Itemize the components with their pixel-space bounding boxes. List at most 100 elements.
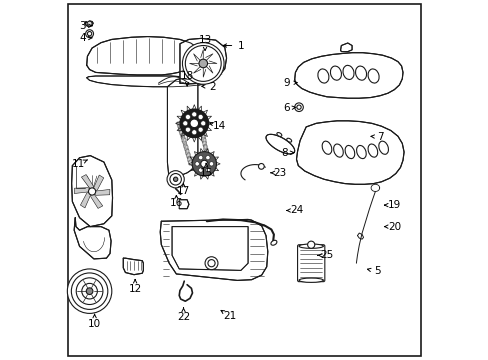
Circle shape bbox=[85, 30, 93, 38]
Ellipse shape bbox=[298, 278, 323, 282]
Bar bbox=[180, 131, 183, 135]
FancyBboxPatch shape bbox=[297, 245, 324, 282]
Polygon shape bbox=[90, 192, 102, 208]
Circle shape bbox=[205, 156, 210, 160]
Circle shape bbox=[199, 59, 207, 68]
Text: 22: 22 bbox=[177, 312, 190, 322]
Circle shape bbox=[173, 177, 178, 181]
Circle shape bbox=[180, 110, 207, 137]
Bar bbox=[201, 130, 203, 134]
Text: 7: 7 bbox=[377, 132, 383, 142]
Circle shape bbox=[180, 109, 208, 138]
Bar bbox=[185, 150, 188, 154]
Bar bbox=[203, 141, 205, 144]
Circle shape bbox=[294, 103, 303, 112]
Circle shape bbox=[209, 162, 213, 166]
Polygon shape bbox=[167, 79, 198, 180]
Polygon shape bbox=[86, 76, 203, 87]
Circle shape bbox=[67, 269, 112, 314]
Bar bbox=[203, 146, 206, 150]
Bar bbox=[187, 156, 190, 159]
Bar bbox=[186, 152, 189, 155]
Polygon shape bbox=[74, 218, 111, 259]
Text: 17: 17 bbox=[177, 186, 190, 196]
Circle shape bbox=[195, 162, 199, 166]
Polygon shape bbox=[294, 53, 402, 98]
Bar bbox=[205, 153, 208, 157]
Text: 20: 20 bbox=[387, 222, 400, 231]
Circle shape bbox=[185, 45, 221, 81]
Bar bbox=[206, 158, 209, 162]
Bar bbox=[200, 125, 203, 128]
Bar bbox=[204, 148, 207, 151]
Text: 8: 8 bbox=[281, 148, 287, 158]
Bar bbox=[178, 123, 181, 127]
Circle shape bbox=[71, 273, 107, 309]
Polygon shape bbox=[340, 43, 351, 51]
Bar bbox=[184, 146, 187, 150]
Circle shape bbox=[81, 283, 97, 299]
Circle shape bbox=[204, 257, 218, 270]
Bar bbox=[203, 145, 206, 148]
Ellipse shape bbox=[378, 141, 387, 154]
Text: 4: 4 bbox=[79, 33, 85, 43]
Text: 16: 16 bbox=[169, 198, 183, 208]
Bar bbox=[205, 156, 208, 159]
Polygon shape bbox=[81, 175, 93, 192]
Bar bbox=[204, 149, 207, 153]
Ellipse shape bbox=[330, 66, 341, 80]
Bar bbox=[180, 130, 183, 134]
Bar bbox=[187, 154, 190, 158]
Bar bbox=[185, 149, 188, 153]
Bar bbox=[201, 133, 204, 136]
Circle shape bbox=[198, 156, 203, 160]
Circle shape bbox=[87, 21, 92, 26]
Circle shape bbox=[167, 171, 184, 188]
Text: 15: 15 bbox=[199, 168, 212, 178]
Bar bbox=[201, 131, 203, 135]
Bar bbox=[199, 123, 202, 127]
Polygon shape bbox=[86, 37, 199, 75]
Polygon shape bbox=[92, 189, 110, 195]
Bar bbox=[202, 138, 205, 142]
Circle shape bbox=[76, 278, 102, 305]
Bar bbox=[199, 122, 202, 126]
Ellipse shape bbox=[356, 145, 366, 159]
Polygon shape bbox=[180, 39, 226, 84]
Bar bbox=[188, 160, 191, 163]
Ellipse shape bbox=[367, 69, 378, 83]
Circle shape bbox=[201, 121, 205, 126]
Bar bbox=[203, 144, 206, 147]
Bar bbox=[203, 139, 205, 143]
Bar bbox=[186, 153, 189, 157]
Bar bbox=[206, 161, 209, 165]
Bar bbox=[189, 161, 192, 165]
Bar bbox=[206, 160, 209, 163]
Circle shape bbox=[296, 105, 301, 109]
Text: 13: 13 bbox=[198, 35, 211, 45]
Text: 21: 21 bbox=[223, 311, 236, 321]
Bar bbox=[181, 134, 183, 138]
Bar bbox=[188, 158, 191, 162]
Polygon shape bbox=[160, 220, 267, 280]
Bar bbox=[184, 145, 187, 148]
Bar bbox=[183, 144, 186, 147]
Bar bbox=[178, 126, 181, 130]
Text: 5: 5 bbox=[373, 266, 380, 276]
Bar bbox=[200, 129, 203, 132]
Circle shape bbox=[185, 114, 190, 120]
Text: 24: 24 bbox=[289, 206, 303, 216]
Polygon shape bbox=[179, 200, 188, 209]
Text: 2: 2 bbox=[208, 82, 215, 92]
Bar bbox=[200, 126, 203, 130]
Bar bbox=[206, 157, 208, 161]
Bar bbox=[187, 157, 190, 161]
Bar bbox=[202, 135, 204, 139]
Circle shape bbox=[307, 241, 314, 248]
Ellipse shape bbox=[355, 66, 366, 80]
Bar bbox=[177, 122, 180, 126]
Text: 12: 12 bbox=[128, 284, 142, 294]
Bar bbox=[204, 152, 207, 155]
Ellipse shape bbox=[286, 138, 291, 142]
Bar bbox=[204, 150, 207, 154]
